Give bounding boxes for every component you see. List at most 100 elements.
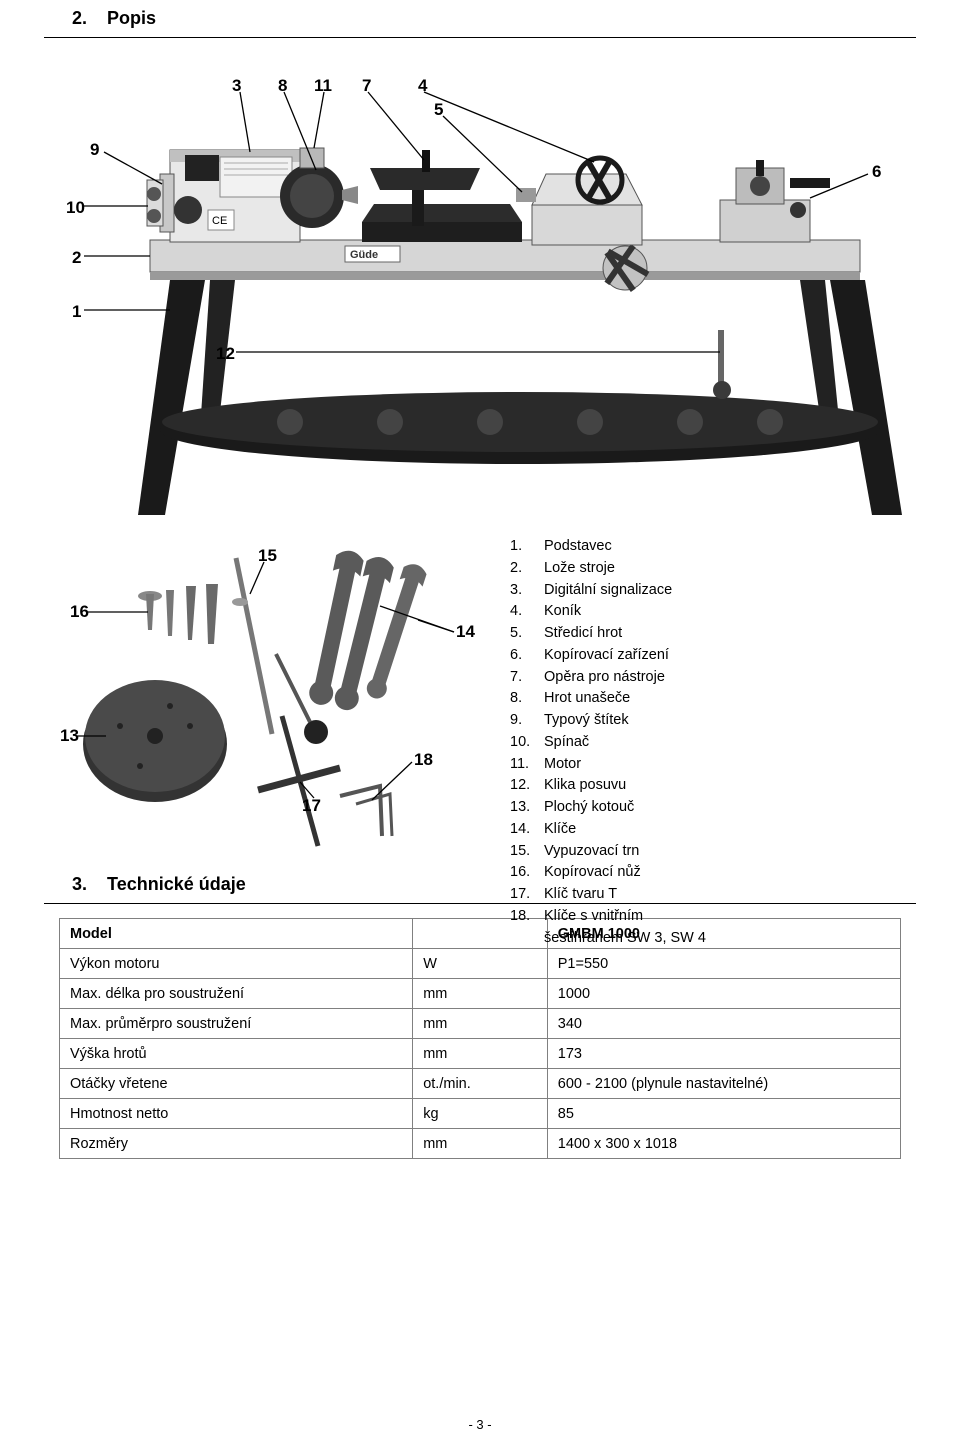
legend-num-5: 5. (510, 623, 536, 645)
cell: kg (413, 1099, 548, 1129)
cell: Rozměry (60, 1129, 413, 1159)
table-row: Výkon motoruWP1=550 (60, 949, 901, 979)
callout-15: 15 (258, 546, 277, 566)
lathe-figure: Güde CE (40, 50, 920, 530)
cell: Výška hrotů (60, 1039, 413, 1069)
legend-num-6: 6. (510, 645, 536, 667)
cell: 1400 x 300 x 1018 (547, 1129, 900, 1159)
legend-text-17: Klíč tvaru T (544, 884, 617, 906)
table-row: Rozměrymm1400 x 300 x 1018 (60, 1129, 901, 1159)
legend-num-12: 12. (510, 775, 536, 797)
callout-11: 11 (314, 76, 332, 96)
legend-num-13: 13. (510, 797, 536, 819)
legend-text-9: Typový štítek (544, 710, 629, 732)
cell: 340 (547, 1009, 900, 1039)
legend-num-10: 10. (510, 732, 536, 754)
legend-text-14: Klíče (544, 819, 576, 841)
tech-table-wrap: Model GMBM 1000 Výkon motoruWP1=550 Max.… (59, 918, 901, 1159)
section-2-title: 2. Popis (44, 0, 916, 38)
callout-7: 7 (362, 76, 371, 96)
callout-14: 14 (456, 622, 475, 642)
legend-text-18b: šestihranem SW 3, SW 4 (510, 928, 900, 950)
cell: Max. průměrpro soustružení (60, 1009, 413, 1039)
cell: mm (413, 979, 548, 1009)
legend-text-18: Klíče s vnitřním (544, 906, 643, 928)
lathe-svg: Güde CE (40, 50, 920, 530)
callout-12: 12 (216, 344, 235, 364)
legend-text-2: Lože stroje (544, 558, 615, 580)
table-row: Max. délka pro soustruženímm1000 (60, 979, 901, 1009)
callout-6: 6 (872, 162, 881, 182)
cell: 600 - 2100 (plynule nastavitelné) (547, 1069, 900, 1099)
tech-table: Model GMBM 1000 Výkon motoruWP1=550 Max.… (59, 918, 901, 1159)
table-row: Hmotnost nettokg85 (60, 1099, 901, 1129)
legend-num-1: 1. (510, 536, 536, 558)
callout-18: 18 (414, 750, 433, 770)
cell: mm (413, 1039, 548, 1069)
accessories-section: 13 14 15 16 17 18 1. Podstavec 2. Lože str… (40, 536, 920, 856)
legend-num-4: 4. (510, 601, 536, 623)
callout-4: 4 (418, 76, 427, 96)
legend-num-17: 17. (510, 884, 536, 906)
legend-text-4: Koník (544, 601, 581, 623)
cell: Otáčky vřetene (60, 1069, 413, 1099)
table-row: Výška hrotůmm173 (60, 1039, 901, 1069)
legend-num-9: 9. (510, 710, 536, 732)
callout-3: 3 (232, 76, 241, 96)
cell: ot./min. (413, 1069, 548, 1099)
legend-text-10: Spínač (544, 732, 589, 754)
cell: mm (413, 1009, 548, 1039)
legend-text-16: Kopírovací nůž (544, 862, 641, 884)
callout-2: 2 (72, 248, 81, 268)
callout-16: 16 (70, 602, 89, 622)
legend-text-5: Středicí hrot (544, 623, 622, 645)
cell: mm (413, 1129, 548, 1159)
section-2-num: 2. (72, 8, 87, 28)
legend-text-7: Opěra pro nástroje (544, 667, 665, 689)
callout-8: 8 (278, 76, 287, 96)
legend-text-6: Kopírovací zařízení (544, 645, 669, 667)
cell: P1=550 (547, 949, 900, 979)
legend-text-13: Plochý kotouč (544, 797, 634, 819)
legend-num-15: 15. (510, 841, 536, 863)
section-3-num: 3. (72, 874, 87, 894)
legend-num-8: 8. (510, 688, 536, 710)
section-2-text: Popis (107, 8, 156, 28)
cell: 1000 (547, 979, 900, 1009)
cell: Výkon motoru (60, 949, 413, 979)
legend-text-12: Klika posuvu (544, 775, 626, 797)
legend-num-14: 14. (510, 819, 536, 841)
legend-num-2: 2. (510, 558, 536, 580)
legend-text-1: Podstavec (544, 536, 612, 558)
legend-text-15: Vypuzovací trn (544, 841, 639, 863)
callout-17: 17 (302, 796, 321, 816)
table-row: Max. průměrpro soustruženímm340 (60, 1009, 901, 1039)
legend-num-7: 7. (510, 667, 536, 689)
svg-text:Güde: Güde (350, 249, 378, 261)
accessories-figure: 13 14 15 16 17 18 (40, 536, 470, 856)
legend-num-11: 11. (510, 754, 536, 776)
callout-5: 5 (434, 100, 443, 120)
legend-num-18: 18. (510, 906, 536, 928)
legend-text-8: Hrot unašeče (544, 688, 630, 710)
svg-text:CE: CE (212, 215, 227, 227)
callout-9: 9 (90, 140, 99, 160)
cell: 173 (547, 1039, 900, 1069)
cell: Hmotnost netto (60, 1099, 413, 1129)
legend-text-11: Motor (544, 754, 581, 776)
table-row: Otáčky vřeteneot./min.600 - 2100 (plynul… (60, 1069, 901, 1099)
parts-legend: 1. Podstavec 2. Lože stroje 3. Digitální si… (510, 536, 900, 949)
table-head-model: Model (60, 919, 413, 949)
section-3-text: Technické údaje (107, 874, 246, 894)
cell: 85 (547, 1099, 900, 1129)
cell: Max. délka pro soustružení (60, 979, 413, 1009)
legend-num-3: 3. (510, 580, 536, 602)
legend-text-3: Digitální signalizace (544, 580, 672, 602)
callout-13: 13 (60, 726, 79, 746)
callout-10: 10 (66, 198, 85, 218)
accessories-svg (40, 536, 470, 856)
cell: W (413, 949, 548, 979)
callout-1: 1 (72, 302, 81, 322)
legend-num-16: 16. (510, 862, 536, 884)
page-number: - 3 - (0, 1417, 960, 1432)
